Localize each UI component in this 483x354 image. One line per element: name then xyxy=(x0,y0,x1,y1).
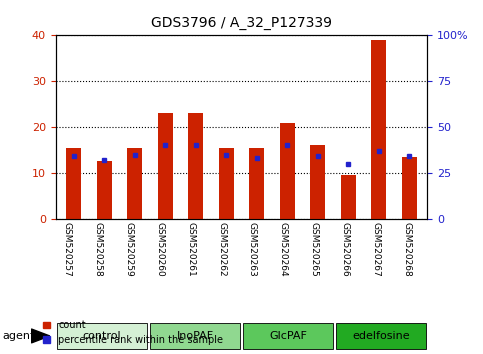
Text: GSM520265: GSM520265 xyxy=(310,222,319,276)
Bar xyxy=(280,122,295,219)
Text: GSM520268: GSM520268 xyxy=(403,222,412,276)
Text: GlcPAF: GlcPAF xyxy=(269,331,307,341)
Bar xyxy=(66,148,82,219)
Bar xyxy=(219,148,234,219)
Polygon shape xyxy=(31,329,50,343)
Text: GSM520261: GSM520261 xyxy=(186,222,195,276)
Bar xyxy=(310,145,326,219)
Bar xyxy=(249,148,264,219)
Bar xyxy=(371,40,386,219)
Text: GSM520259: GSM520259 xyxy=(124,222,133,276)
Text: GSM520264: GSM520264 xyxy=(279,222,288,276)
FancyBboxPatch shape xyxy=(150,322,240,349)
Text: GSM520262: GSM520262 xyxy=(217,222,226,276)
Text: GSM520263: GSM520263 xyxy=(248,222,257,276)
Text: GSM520257: GSM520257 xyxy=(62,222,71,276)
Bar xyxy=(97,161,112,219)
Text: edelfosine: edelfosine xyxy=(352,331,410,341)
Text: GSM520260: GSM520260 xyxy=(155,222,164,276)
Bar xyxy=(188,113,203,219)
FancyBboxPatch shape xyxy=(243,322,333,349)
Text: agent: agent xyxy=(2,331,35,341)
Bar xyxy=(127,148,142,219)
Bar xyxy=(401,157,417,219)
Legend: count, percentile rank within the sample: count, percentile rank within the sample xyxy=(39,316,227,349)
Text: GDS3796 / A_32_P127339: GDS3796 / A_32_P127339 xyxy=(151,16,332,30)
Text: GSM520266: GSM520266 xyxy=(341,222,350,276)
Text: GSM520267: GSM520267 xyxy=(372,222,381,276)
Bar xyxy=(341,175,356,219)
Text: InoPAF: InoPAF xyxy=(176,331,213,341)
Text: GSM520258: GSM520258 xyxy=(93,222,102,276)
Text: control: control xyxy=(83,331,121,341)
FancyBboxPatch shape xyxy=(336,322,426,349)
Bar xyxy=(157,113,173,219)
FancyBboxPatch shape xyxy=(57,322,147,349)
